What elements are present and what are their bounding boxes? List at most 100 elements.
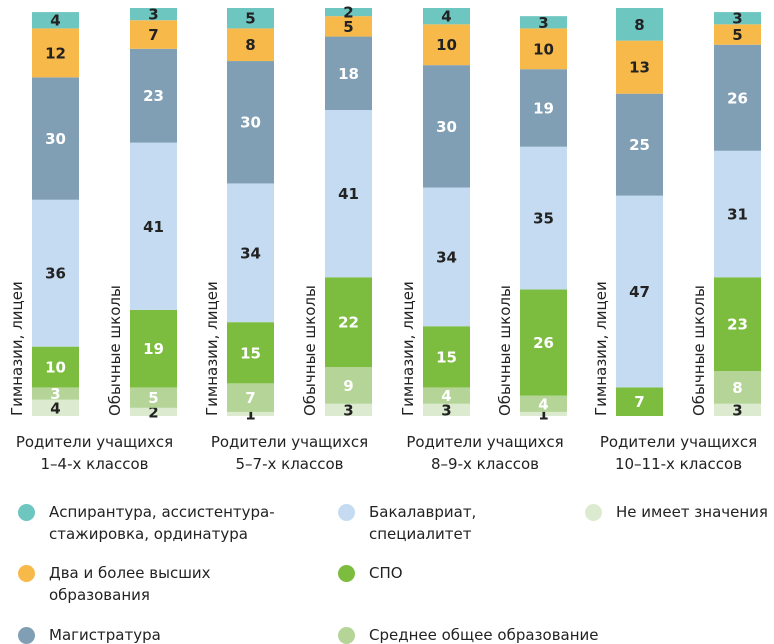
bar-label: Обычные школы <box>106 285 124 416</box>
data-label: 3 <box>441 401 451 419</box>
data-label: 2 <box>148 403 158 421</box>
data-label: 18 <box>338 65 359 83</box>
bar-segment <box>520 411 567 416</box>
bar-segment <box>423 326 470 388</box>
group-label: Родители учащихся 10–11-х классов <box>599 433 758 473</box>
bar-label: Гимназии, лицеи <box>592 281 610 416</box>
data-label: 22 <box>338 314 359 332</box>
bar-segment <box>130 309 177 388</box>
legend-item: Магистратура <box>18 625 161 644</box>
data-label: 13 <box>629 59 650 77</box>
bar-segment <box>325 36 372 111</box>
legend-label: Не имеет значения <box>616 503 768 521</box>
group-label: Родители учащихся 8–9-х классов <box>406 433 564 473</box>
bar-segment <box>227 8 274 29</box>
bar-segment <box>32 346 79 388</box>
bar-label: Гимназии, лицеи <box>8 281 26 416</box>
legend-label: Среднее общее образование <box>369 626 599 644</box>
bar-segment <box>616 8 663 41</box>
bar-segment <box>714 403 761 416</box>
data-label: 3 <box>538 14 548 32</box>
legend-item: Аспирантура, ассистентура- стажировка, о… <box>18 502 275 545</box>
bar-segment <box>714 150 761 278</box>
bar-segment <box>423 403 470 416</box>
bar-segment <box>32 399 79 416</box>
bar-segment <box>325 403 372 416</box>
bar-segment <box>227 411 274 416</box>
data-label: 10 <box>533 40 554 58</box>
data-label: 3 <box>343 401 353 419</box>
data-label: 3 <box>148 6 158 24</box>
bar-segment <box>616 93 663 196</box>
bar-label: Обычные школы <box>496 285 514 416</box>
data-label: 19 <box>533 99 554 117</box>
bar-segment <box>130 20 177 49</box>
bar-segment <box>423 387 470 404</box>
data-label: 5 <box>343 18 353 36</box>
data-label: 10 <box>45 359 66 377</box>
legend-label: СПО <box>369 564 403 582</box>
bar-segment <box>227 61 274 184</box>
bar-segment <box>130 387 177 408</box>
bar-segment <box>714 277 761 372</box>
bar-segment <box>227 383 274 412</box>
data-label: 30 <box>240 114 261 132</box>
data-label: 8 <box>245 36 255 54</box>
data-label: 7 <box>245 389 255 407</box>
bar-segment <box>520 69 567 147</box>
bar-segment <box>32 387 79 400</box>
data-label: 34 <box>240 244 261 262</box>
data-label: 4 <box>538 395 548 413</box>
data-label: 34 <box>436 248 457 266</box>
data-label: 30 <box>45 130 66 148</box>
bar-segment <box>616 40 663 94</box>
bar-segment <box>714 371 761 404</box>
legend-swatch <box>18 565 35 582</box>
bar-segment <box>520 146 567 290</box>
legend-label: Бакалавриат, специалитет <box>369 503 477 543</box>
data-label: 15 <box>240 344 261 362</box>
data-label: 5 <box>148 389 158 407</box>
group-label: Родители учащихся 1–4-х классов <box>15 433 174 473</box>
data-label: 35 <box>533 210 554 228</box>
data-label: 47 <box>629 283 650 301</box>
bar-segment <box>616 387 663 416</box>
bar-segment <box>227 28 274 62</box>
legend-swatch <box>338 565 355 582</box>
group-label: Родители учащихся 5–7-х классов <box>210 433 369 473</box>
bar-segment <box>423 65 470 188</box>
bar-segment <box>714 24 761 45</box>
data-label: 4 <box>441 387 451 405</box>
data-label: 7 <box>148 26 158 44</box>
bar-segment <box>520 16 567 29</box>
data-label: 26 <box>533 334 554 352</box>
bar-label: Обычные школы <box>301 285 319 416</box>
legend-label: Магистратура <box>49 626 161 644</box>
data-label: 7 <box>634 393 644 411</box>
bar-segment <box>227 183 274 323</box>
data-label: 23 <box>143 87 164 105</box>
data-label: 5 <box>732 26 742 44</box>
bar-segment <box>616 195 663 388</box>
bar-segment <box>520 395 567 412</box>
data-label: 8 <box>634 16 644 34</box>
legend-item: Среднее общее образование <box>338 625 599 644</box>
data-label: 1 <box>538 405 548 423</box>
data-label: 5 <box>245 10 255 28</box>
data-label: 2 <box>343 4 353 22</box>
bar-segment <box>227 322 274 384</box>
bar-label: Обычные школы <box>690 285 708 416</box>
data-label: 36 <box>45 265 66 283</box>
bar-segment <box>714 44 761 151</box>
data-label: 3 <box>732 401 742 419</box>
bar-segment <box>130 48 177 143</box>
data-label: 8 <box>732 379 742 397</box>
bar-segment <box>423 8 470 25</box>
data-label: 3 <box>732 10 742 28</box>
data-label: 41 <box>338 185 359 203</box>
legend-item: СПО <box>338 563 403 584</box>
legend-swatch <box>585 504 602 521</box>
bar-segment <box>130 142 177 310</box>
data-label: 25 <box>629 136 650 154</box>
data-label: 12 <box>45 44 66 62</box>
